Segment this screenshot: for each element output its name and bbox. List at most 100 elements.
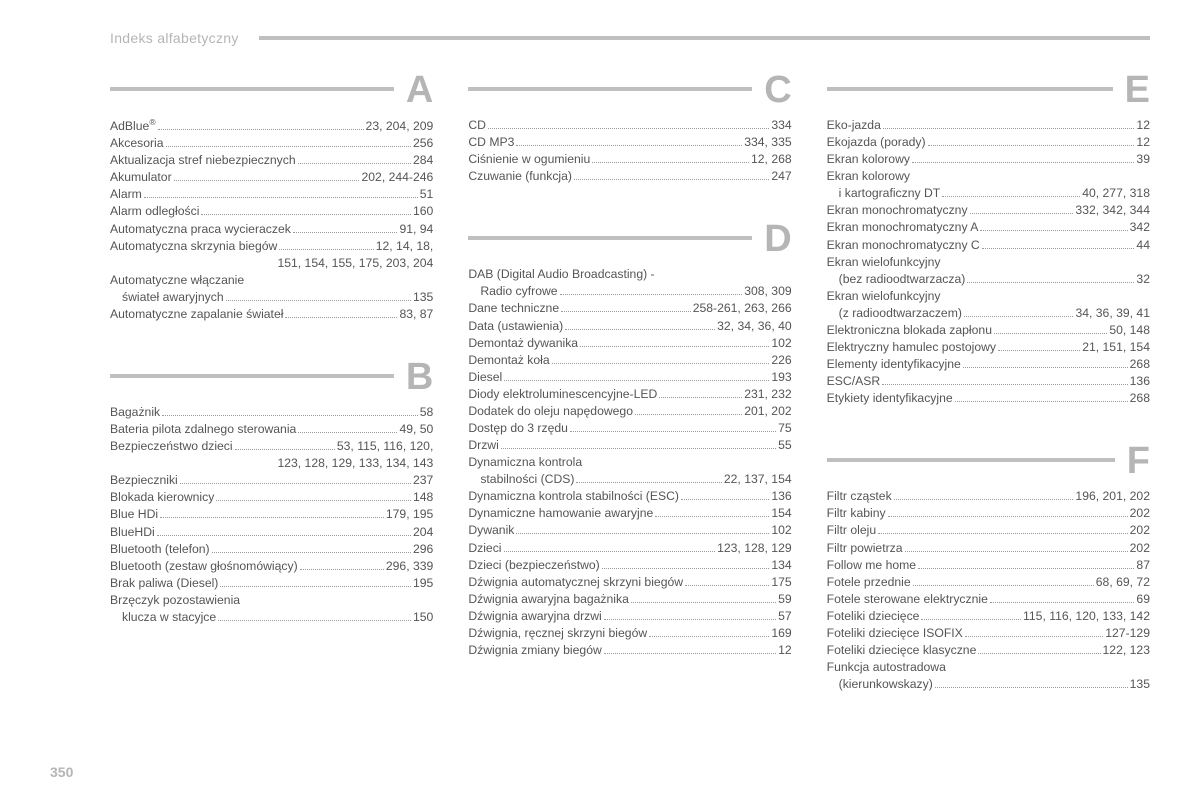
entry-pages: 123, 128, 129 xyxy=(717,540,792,557)
index-entry: klucza w stacyjce 150 xyxy=(110,609,433,626)
index-entry: Dynamiczne hamowanie awaryjne 154 xyxy=(468,505,791,522)
index-section: FFiltr cząstek196, 201, 202Filtr kabiny2… xyxy=(827,442,1150,693)
index-entry: CD334 xyxy=(468,117,791,134)
entry-label: Follow me home xyxy=(827,557,916,574)
index-entry: Follow me home 87 xyxy=(827,557,1150,574)
entry-pages: 51 xyxy=(420,186,434,203)
entry-label: Automatyczna skrzynia biegów xyxy=(110,238,277,255)
entry-label: Dynamiczna kontrola stabilności (ESC) xyxy=(468,488,679,505)
entry-pages-continued: 123, 128, 129, 133, 134, 143 xyxy=(110,455,433,472)
leader-dots xyxy=(994,333,1107,334)
leader-dots xyxy=(180,483,411,484)
entry-pages: 150 xyxy=(413,609,433,626)
leader-dots xyxy=(516,145,742,146)
index-entry: Dzieci 123, 128, 129 xyxy=(468,540,791,557)
page-number: 350 xyxy=(50,764,73,780)
leader-dots xyxy=(226,300,411,301)
entry-pages: 258-261, 263, 266 xyxy=(693,300,792,317)
index-entry: Bluetooth (telefon)296 xyxy=(110,541,433,558)
index-entry: Ekran monochromatyczny A342 xyxy=(827,219,1150,236)
index-entry: Bezpieczniki237 xyxy=(110,472,433,489)
entry-pages: 196, 201, 202 xyxy=(1075,488,1150,505)
entry-label: Dostęp do 3 rzędu xyxy=(468,420,568,437)
entry-pages: 202 xyxy=(1130,522,1150,539)
entry-label: Dźwignia awaryjna bagażnika xyxy=(468,591,629,608)
leader-dots xyxy=(685,585,769,586)
entry-label: Automatyczne zapalanie świateł xyxy=(110,306,283,323)
entry-label: Dzieci xyxy=(468,540,501,557)
entry-pages: 195 xyxy=(413,575,433,592)
index-entry: Czuwanie (funkcja)247 xyxy=(468,168,791,185)
entry-pages: 87 xyxy=(1136,557,1150,574)
index-entry: Automatyczna praca wycieraczek91, 94 xyxy=(110,221,433,238)
section-letter: D xyxy=(764,220,791,258)
entry-label: Eko-jazda xyxy=(827,117,881,134)
index-entry: Dzieci (bezpieczeństwo)134 xyxy=(468,557,791,574)
index-columns: AAdBlue®23, 204, 209Akcesoria256Aktualiz… xyxy=(110,71,1150,728)
entry-label: Foteliki dziecięce xyxy=(827,608,920,625)
leader-dots xyxy=(965,636,1103,637)
section-rule xyxy=(110,374,394,378)
index-entry: Demontaż koła226 xyxy=(468,352,791,369)
entry-label: stabilności (CDS) xyxy=(468,471,574,488)
index-entry: Dźwignia, ręcznej skrzyni biegów169 xyxy=(468,625,791,642)
entry-label: (bez radioodtwarzacza) xyxy=(827,271,966,288)
leader-dots xyxy=(635,414,742,415)
leader-dots xyxy=(963,367,1128,368)
leader-dots xyxy=(967,282,1134,283)
leader-dots xyxy=(162,415,418,416)
leader-dots xyxy=(649,636,769,637)
leader-dots xyxy=(144,197,418,198)
leader-dots xyxy=(659,397,742,398)
index-entry: DAB (Digital Audio Broadcasting) - xyxy=(468,266,791,283)
entry-pages: 175 xyxy=(771,574,791,591)
entry-label: Fotele przednie xyxy=(827,574,911,591)
entry-pages: 75 xyxy=(778,420,792,437)
entry-label: Funkcja autostradowa xyxy=(827,659,946,676)
entry-pages: 268 xyxy=(1130,356,1150,373)
entry-label: Bluetooth (telefon) xyxy=(110,541,210,558)
entry-pages: 284 xyxy=(413,152,433,169)
entries: Filtr cząstek196, 201, 202Filtr kabiny20… xyxy=(827,488,1150,693)
entry-pages: 256 xyxy=(413,135,433,152)
leader-dots xyxy=(894,499,1074,500)
entry-label: klucza w stacyjce xyxy=(110,609,216,626)
section-letter: C xyxy=(764,71,791,109)
index-entry: Ekojazda (porady)12 xyxy=(827,134,1150,151)
entry-pages: 154 xyxy=(771,505,791,522)
entry-pages: 32 xyxy=(1136,271,1150,288)
entry-label: AdBlue® xyxy=(110,117,156,135)
entry-pages: 148 xyxy=(413,489,433,506)
entry-label: Czuwanie (funkcja) xyxy=(468,168,572,185)
entry-pages: 34, 36, 39, 41 xyxy=(1075,305,1150,322)
entry-label: DAB (Digital Audio Broadcasting) - xyxy=(468,266,654,283)
leader-dots xyxy=(888,516,1128,517)
entry-pages: 134 xyxy=(771,557,791,574)
index-entry: Dźwignia zmiany biegów12 xyxy=(468,642,791,659)
entry-label: Dynamiczna kontrola xyxy=(468,454,582,471)
index-entry: Etykiety identyfikacyjne268 xyxy=(827,390,1150,407)
leader-dots xyxy=(285,317,397,318)
entry-pages: 57 xyxy=(778,608,792,625)
entry-pages: 334, 335 xyxy=(744,134,791,151)
entry-label: Diesel xyxy=(468,369,502,386)
leader-dots xyxy=(157,535,411,536)
leader-dots xyxy=(218,620,411,621)
leader-dots xyxy=(501,448,776,449)
entry-label: Elementy identyfikacyjne xyxy=(827,356,961,373)
index-section: DDAB (Digital Audio Broadcasting) -Radio… xyxy=(468,220,791,659)
entry-label: Brak paliwa (Diesel) xyxy=(110,575,218,592)
entry-label: Filtr kabiny xyxy=(827,505,886,522)
entry-pages: 122, 123 xyxy=(1103,642,1150,659)
entry-label: Dynamiczne hamowanie awaryjne xyxy=(468,505,653,522)
entry-label: Automatyczna praca wycieraczek xyxy=(110,221,291,238)
index-entry: Dźwignia automatycznej skrzyni biegów175 xyxy=(468,574,791,591)
index-entry: Aktualizacja stref niebezpiecznych284 xyxy=(110,152,433,169)
entry-label: Automatyczne włączanie xyxy=(110,272,244,289)
index-entry: AdBlue®23, 204, 209 xyxy=(110,117,433,135)
entry-pages: 193 xyxy=(771,369,791,386)
entry-label: Elektroniczna blokada zapłonu xyxy=(827,322,992,339)
entry-pages: 342 xyxy=(1130,219,1150,236)
entry-pages: 50, 148 xyxy=(1109,322,1150,339)
entries: Eko-jazda12Ekojazda (porady)12Ekran kolo… xyxy=(827,117,1150,407)
